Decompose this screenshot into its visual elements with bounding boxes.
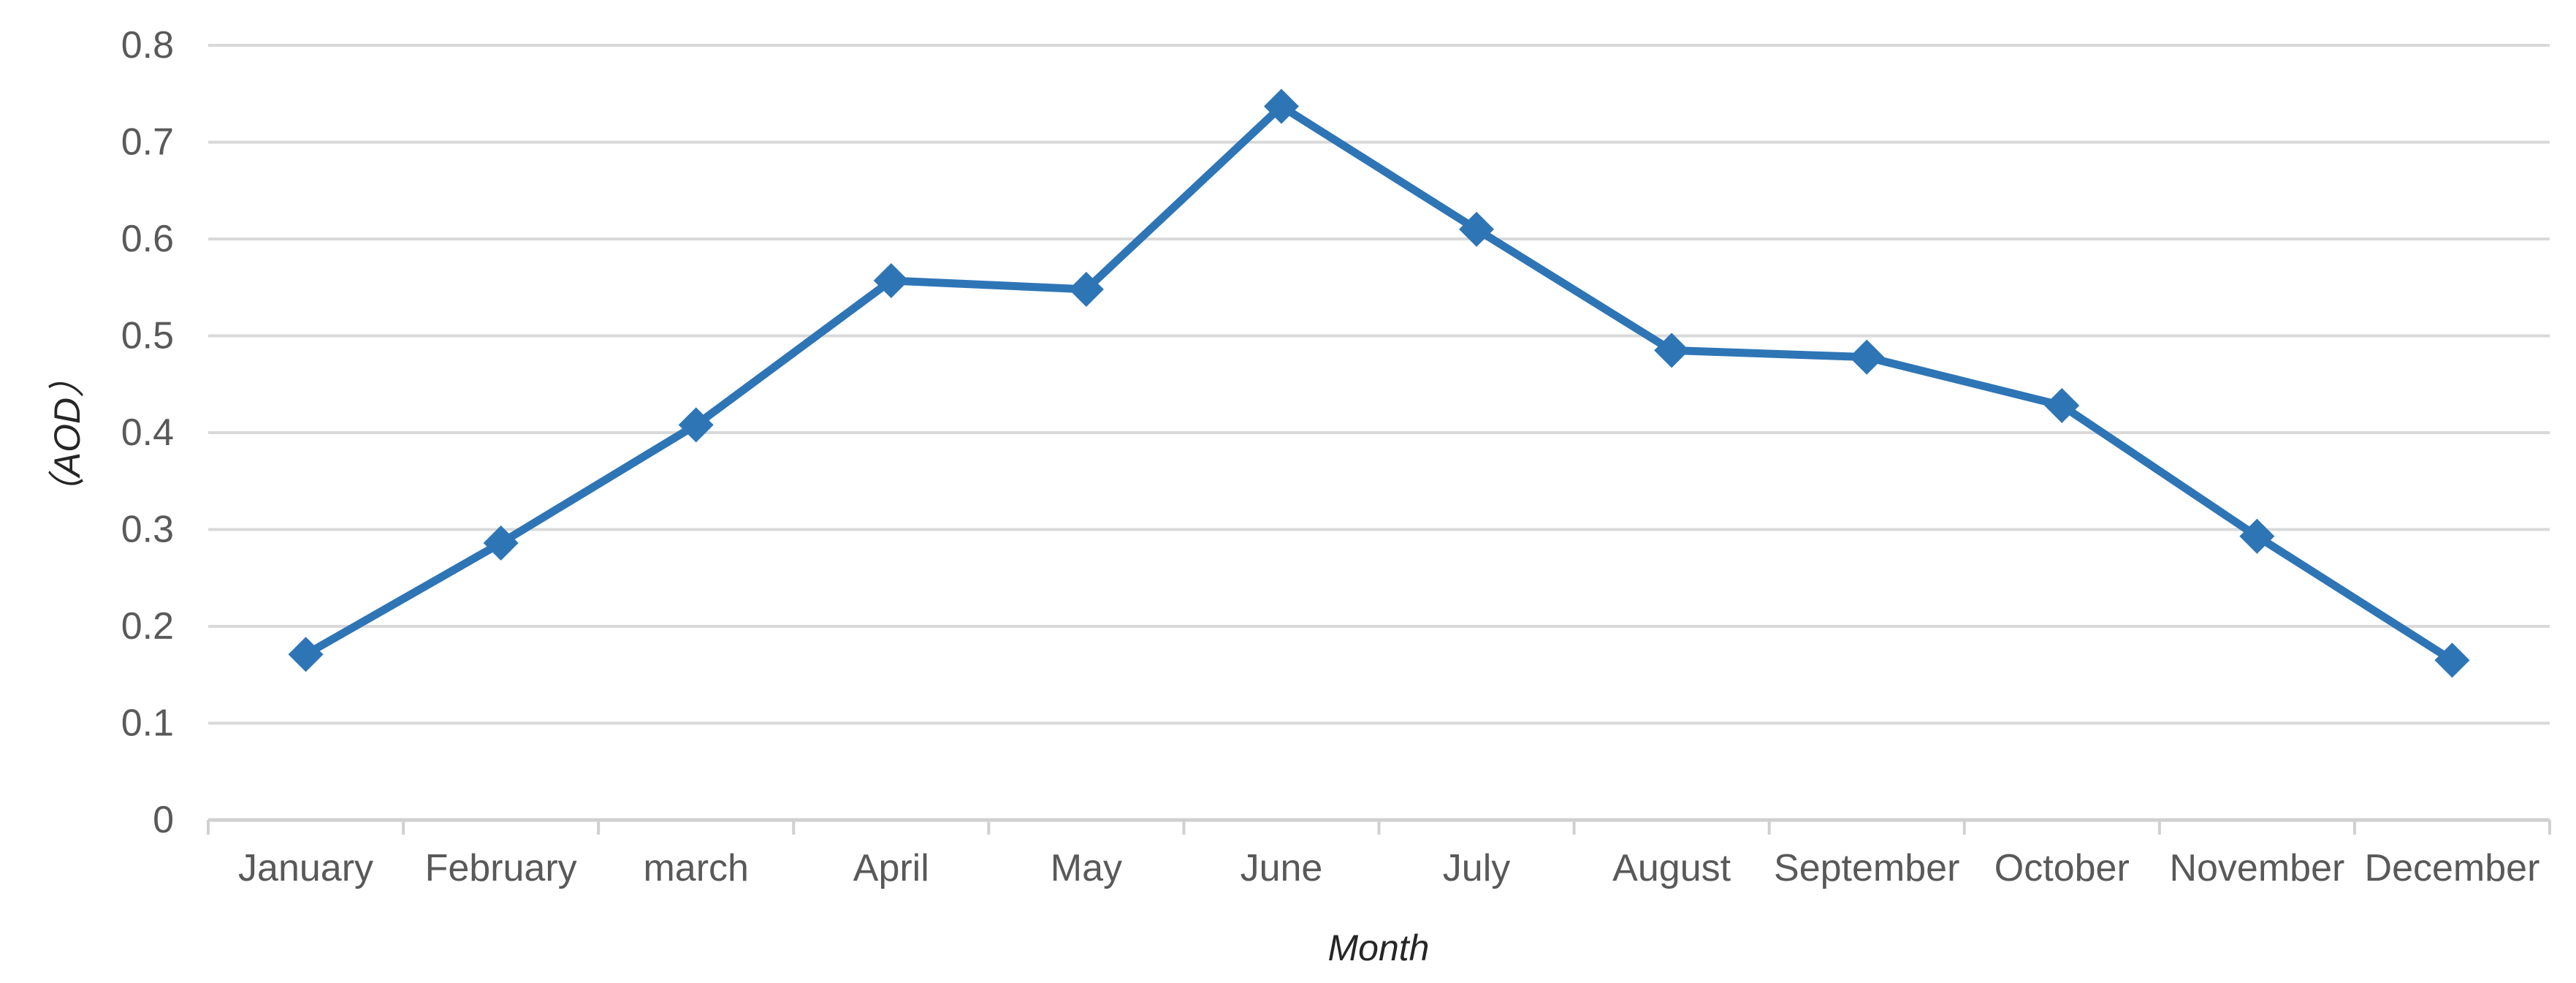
x-tick-label: October (1994, 847, 2130, 889)
data-point-marker (1459, 211, 1495, 247)
x-tick-label: August (1612, 847, 1731, 889)
data-point-marker (288, 637, 324, 672)
y-axis-title: （AOD） (47, 360, 88, 514)
x-tick-label: January (238, 847, 373, 889)
data-point-marker (678, 407, 714, 443)
x-tick-label: November (2169, 847, 2344, 889)
data-point-marker (2434, 642, 2470, 678)
y-tick-label: 0.4 (121, 411, 174, 454)
x-tick-label: September (1774, 847, 1959, 889)
y-tick-label: 0.3 (121, 509, 174, 551)
series-line (302, 102, 2456, 664)
x-tick-label: June (1241, 847, 1323, 889)
data-point-marker (1849, 339, 1885, 375)
y-tick-label: 0.1 (121, 702, 174, 745)
y-tick-label: 0 (153, 799, 174, 841)
data-point-marker (873, 262, 909, 298)
data-point-marker (2044, 387, 2080, 423)
data-point-marker (483, 525, 519, 561)
data-point-marker (1068, 271, 1104, 307)
x-tick-label: march (643, 847, 748, 889)
x-axis-title: Month (1327, 927, 1430, 968)
x-tick-label: July (1443, 847, 1510, 889)
data-point-marker (2239, 518, 2275, 554)
y-tick-label: 0.6 (121, 218, 174, 260)
y-tick-label: 0.5 (121, 315, 174, 357)
x-tick-label: April (853, 847, 929, 889)
y-tick-label: 0.2 (121, 605, 174, 648)
x-tick-label: May (1051, 847, 1122, 889)
y-tick-label: 0.8 (121, 24, 174, 67)
data-point-marker (1263, 88, 1299, 124)
x-tick-label: December (2365, 847, 2540, 889)
y-tick-label: 0.7 (121, 121, 174, 164)
data-point-marker (1654, 333, 1690, 368)
x-tick-label: February (425, 847, 577, 889)
